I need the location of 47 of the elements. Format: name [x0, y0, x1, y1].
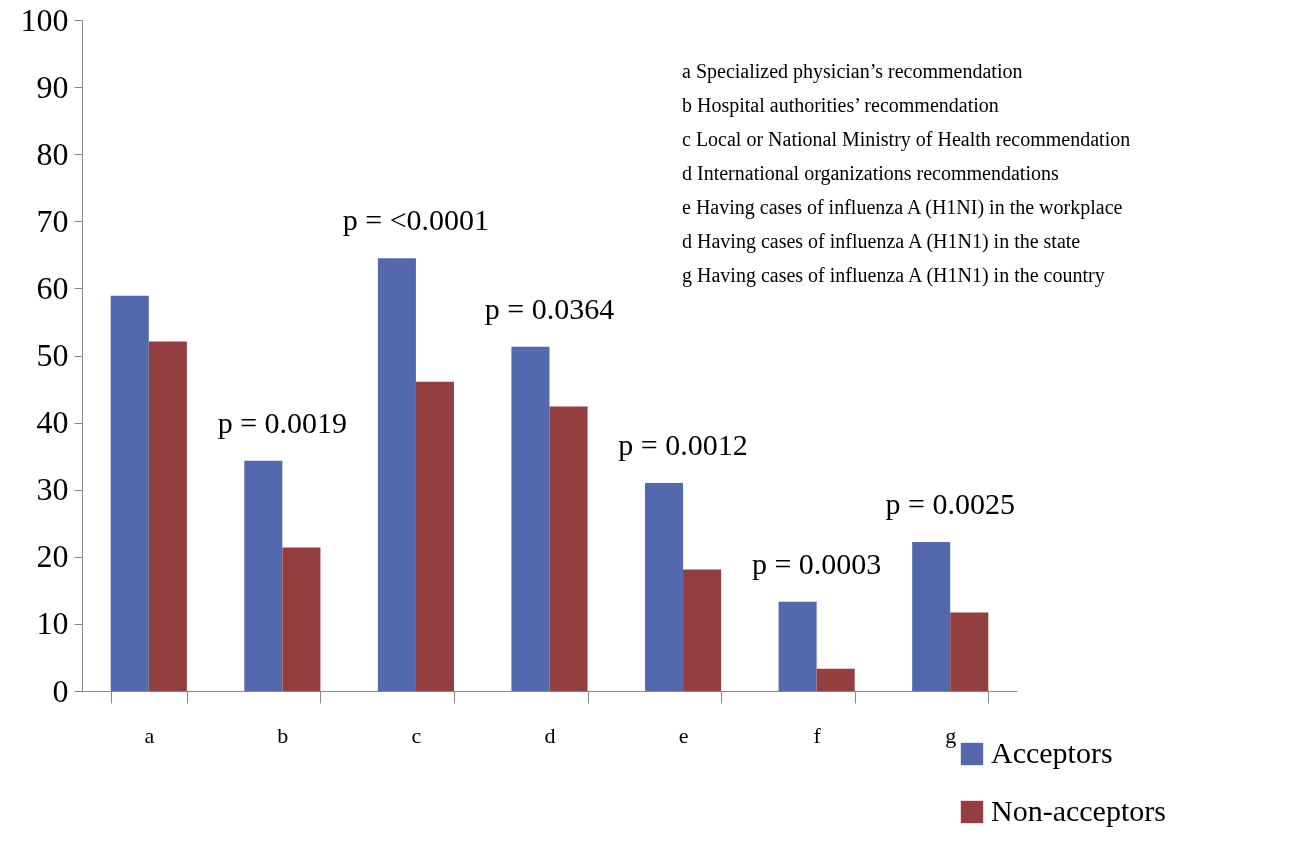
- annotation: p = 0.0025: [885, 487, 1015, 521]
- y-tick-label: 60: [36, 269, 69, 306]
- x-tick-label: f: [813, 722, 822, 748]
- y-tick-label: 30: [36, 471, 69, 508]
- y-tick-label: 10: [36, 605, 69, 642]
- x-tick-label: d: [544, 722, 556, 748]
- bar: [683, 569, 722, 691]
- x-tick-label: a: [144, 722, 155, 748]
- annotation: p = 0.0012: [618, 427, 748, 461]
- bar: [148, 341, 187, 691]
- bar: [950, 612, 989, 691]
- x-tick-label: g: [945, 722, 957, 748]
- annotation: c Local or National Ministry of Health recommendation: [682, 128, 1131, 151]
- bar: [244, 460, 283, 691]
- bar: [816, 668, 855, 691]
- bar: [282, 547, 321, 691]
- legend-label: Acceptors: [991, 736, 1113, 769]
- annotation: p = 0.0003: [751, 546, 882, 580]
- y-tick-label: 100: [20, 1, 69, 38]
- annotation: p = 0.0364: [484, 291, 615, 325]
- y-tick-label: 70: [36, 202, 69, 239]
- annotation: b Hospital authorities’ recommendation: [682, 94, 999, 117]
- bar: [549, 406, 588, 691]
- annotation: d Having cases of influenza A (H1N1) in the state: [682, 230, 1081, 253]
- y-tick-label: 40: [36, 404, 69, 441]
- annotation: e Having cases of influenza A (H1NI) in the workplace: [682, 196, 1123, 219]
- annotation: g Having cases of influenza A (H1N1) in the country: [682, 264, 1105, 287]
- bar: [778, 601, 817, 691]
- y-tick-label: 20: [36, 538, 69, 575]
- annotation: d International organizations recommendations: [682, 162, 1059, 185]
- bar: [415, 381, 454, 691]
- annotation: p = <0.0001: [342, 203, 490, 237]
- x-tick-label: e: [678, 722, 689, 748]
- bar: [110, 295, 149, 691]
- bar: [912, 542, 951, 691]
- annotation: a Specialized physician’s recommendation: [682, 60, 1023, 83]
- y-tick-label: 0: [52, 672, 69, 709]
- bar: [511, 346, 550, 691]
- x-tick-label: b: [277, 722, 289, 748]
- annotation: p = 0.0019: [217, 405, 348, 439]
- y-tick-label: 90: [36, 68, 69, 105]
- y-tick-label: 50: [36, 337, 69, 373]
- y-tick-label: 80: [36, 135, 69, 172]
- x-tick-label: c: [411, 722, 422, 748]
- legend-label: Non-acceptors: [991, 794, 1166, 827]
- bar: [377, 258, 416, 691]
- bar: [645, 482, 684, 691]
